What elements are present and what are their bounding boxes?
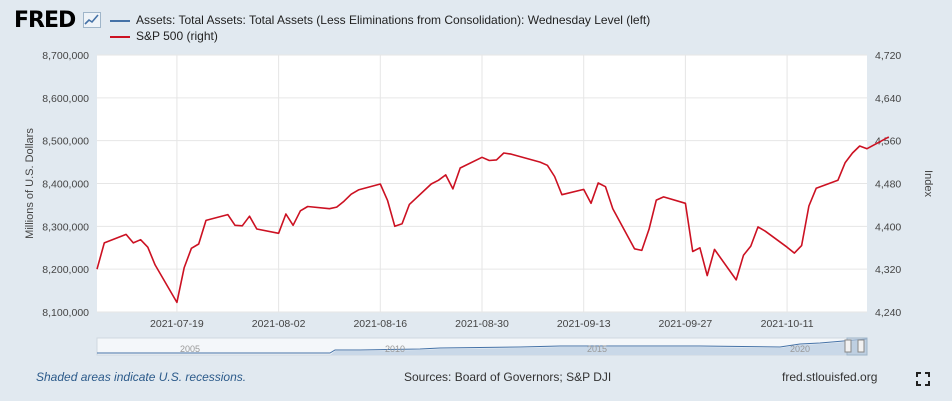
series-line-sp500	[96, 136, 890, 304]
left-tick-label: 8,400,000	[42, 179, 89, 191]
x-tick-label: 2021-08-30	[455, 318, 509, 330]
right-tick-label: 4,640	[875, 93, 901, 105]
legend-swatch-sp500	[110, 35, 130, 38]
x-tick-label: 2021-10-11	[761, 318, 814, 330]
x-tick-label: 2021-08-16	[353, 318, 407, 330]
legend-swatch-assets	[110, 19, 130, 22]
left-tick-label: 8,200,000	[42, 264, 89, 276]
expand-icon[interactable]	[916, 372, 930, 386]
left-tick-label: 8,300,000	[42, 221, 89, 233]
sources-text: Sources: Board of Governors; S&P DJI	[404, 370, 612, 384]
chart-line-icon	[83, 12, 101, 28]
x-tick-label: 2021-07-19	[150, 318, 204, 330]
left-tick-label: 8,600,000	[42, 93, 89, 105]
right-tick-label: 4,320	[875, 264, 901, 276]
legend-item-sp500[interactable]: S&P 500 (right)	[110, 28, 650, 44]
left-tick-label: 8,500,000	[42, 136, 89, 148]
navigator-year-label: 2015	[587, 344, 607, 354]
right-tick-label: 4,560	[875, 136, 901, 148]
right-axis-title: Index	[922, 170, 934, 197]
right-tick-label: 4,400	[875, 221, 901, 233]
navigator-year-label: 2005	[180, 344, 200, 354]
fred-logo[interactable]: FRED	[14, 8, 76, 33]
recession-note: Shaded areas indicate U.S. recessions.	[36, 370, 247, 384]
navigator-area	[97, 340, 867, 355]
legend-item-assets[interactable]: Assets: Total Assets: Total Assets (Less…	[110, 12, 650, 28]
series	[96, 136, 890, 304]
navigator[interactable]: 2005 2010 2015 2020	[96, 337, 868, 356]
right-tick-label: 4,240	[875, 307, 901, 319]
navigator-year-label: 2020	[790, 344, 810, 354]
x-tick-label: 2021-09-27	[659, 318, 713, 330]
left-axis-title: Millions of U.S. Dollars	[24, 128, 36, 239]
chart-legend: Assets: Total Assets: Total Assets (Less…	[110, 12, 650, 44]
navigator-line	[97, 338, 868, 354]
left-tick-label: 8,700,000	[42, 50, 89, 62]
grid	[97, 54, 867, 313]
axes: 8,100,000 8,200,000 8,300,000 8,400,000 8,50…	[24, 50, 934, 330]
site-link[interactable]: fred.stlouisfed.org	[782, 370, 878, 384]
right-tick-label: 4,480	[875, 179, 901, 191]
navigator-handle[interactable]	[857, 339, 865, 353]
right-tick-label: 4,720	[875, 50, 901, 62]
navigator-year-label: 2010	[385, 344, 405, 354]
x-tick-label: 2021-08-02	[252, 318, 306, 330]
legend-label-assets: Assets: Total Assets: Total Assets (Less…	[136, 13, 651, 27]
legend-label-sp500: S&P 500 (right)	[136, 29, 218, 43]
x-tick-label: 2021-09-13	[557, 318, 611, 330]
navigator-handle[interactable]	[844, 339, 852, 353]
left-tick-label: 8,100,000	[42, 307, 89, 319]
